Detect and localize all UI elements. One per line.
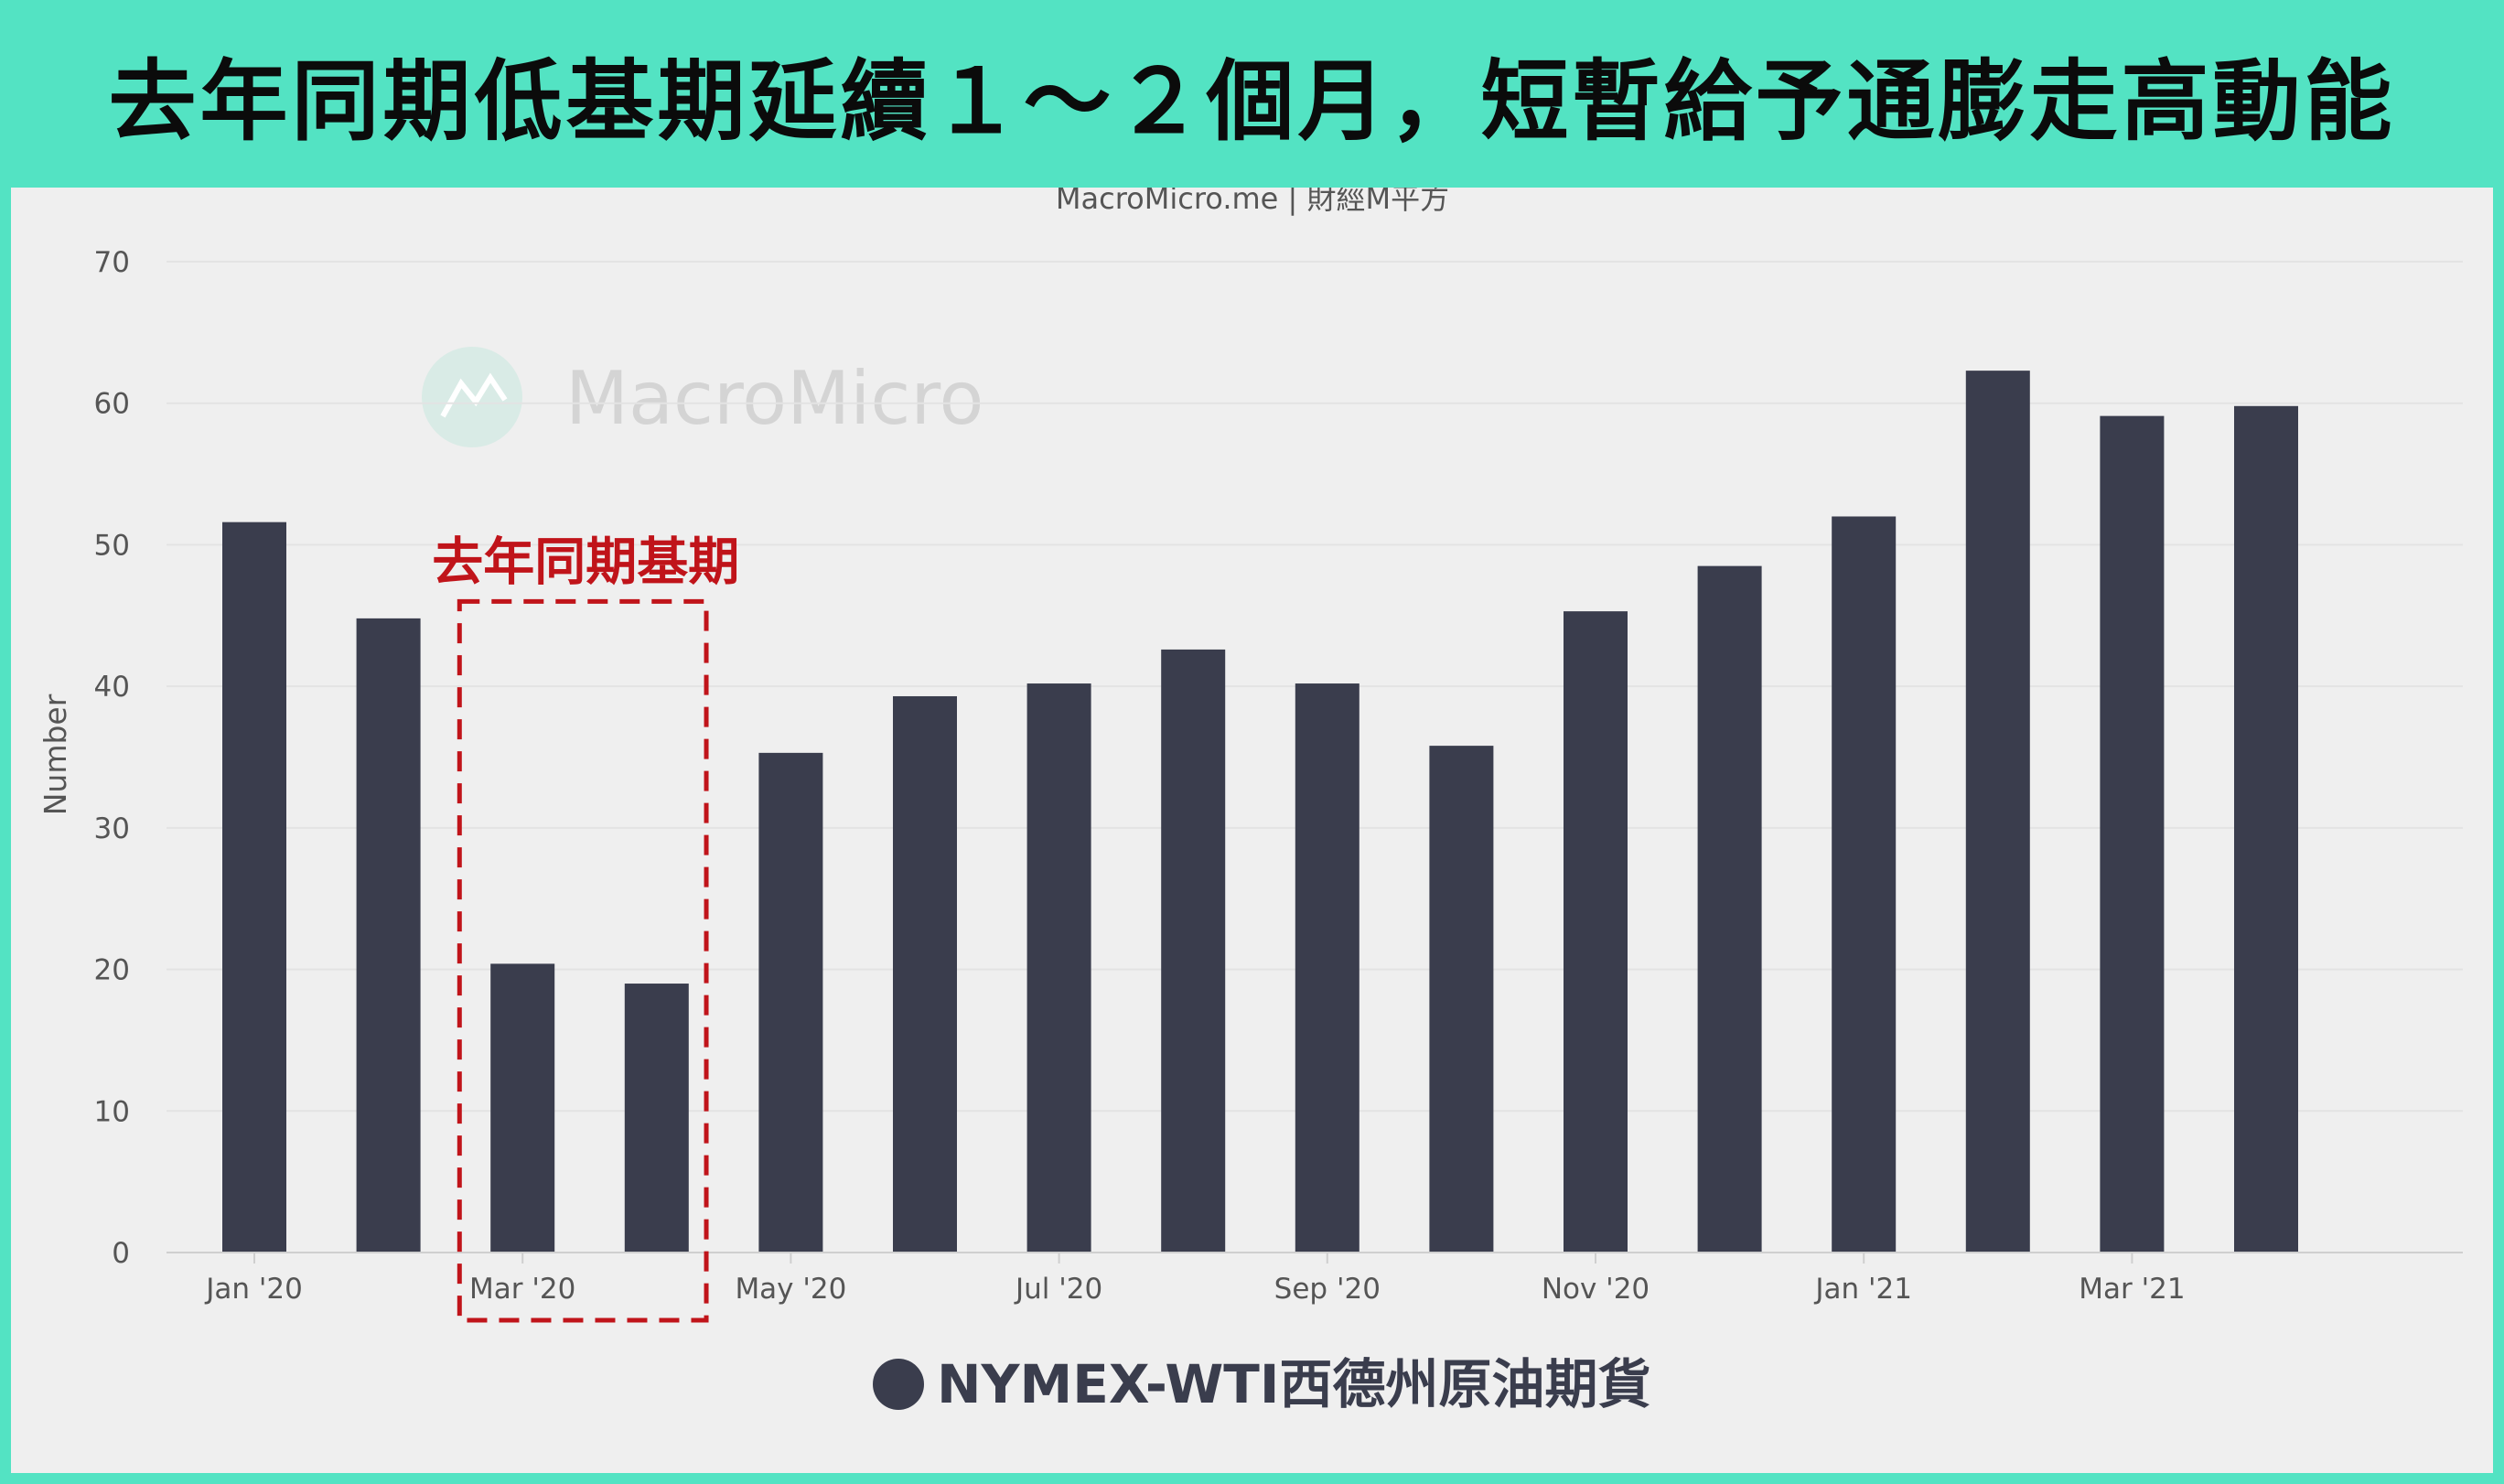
x-tick-label: Jan '20 bbox=[204, 1273, 303, 1306]
x-tick-label: Sep '20 bbox=[1274, 1273, 1381, 1306]
bar[interactable] bbox=[624, 984, 689, 1253]
source-label: MacroMicro.me | 財經M平方 bbox=[1056, 188, 1449, 216]
watermark-text: MacroMicro bbox=[565, 356, 983, 441]
legend-marker-icon bbox=[873, 1359, 924, 1410]
bar[interactable] bbox=[2234, 405, 2298, 1253]
annotations: 去年同期基期 bbox=[432, 532, 739, 1323]
bar[interactable] bbox=[222, 522, 286, 1253]
y-tick-label: 30 bbox=[94, 812, 130, 845]
highlight-box bbox=[457, 598, 709, 1323]
annotation-label: 去年同期基期 bbox=[432, 532, 739, 592]
x-tick-label: Mar '20 bbox=[469, 1273, 575, 1306]
legend-label[interactable]: NYMEX-WTI西德州原油期貨 bbox=[937, 1353, 1650, 1415]
legend[interactable]: NYMEX-WTI西德州原油期貨 bbox=[873, 1353, 1650, 1415]
x-tick-label: Jan '21 bbox=[1813, 1273, 1912, 1306]
y-axis: 0 10 20 30 40 50 60 70 bbox=[94, 246, 130, 1270]
x-tick-label: May '20 bbox=[735, 1273, 846, 1306]
y-tick-label: 70 bbox=[94, 246, 130, 279]
y-tick-label: 50 bbox=[94, 529, 130, 562]
bar[interactable] bbox=[1564, 611, 1628, 1253]
bar[interactable] bbox=[490, 963, 555, 1253]
watermark: MacroMicro bbox=[422, 347, 983, 447]
headline: 去年同期低基期延續１～２個月，短暫給予通膨走高動能 bbox=[108, 50, 2396, 153]
bar[interactable] bbox=[356, 618, 421, 1253]
bar[interactable] bbox=[1832, 516, 1897, 1253]
bar[interactable] bbox=[1026, 683, 1091, 1253]
x-tick-label: Mar '21 bbox=[2079, 1273, 2185, 1306]
bar[interactable] bbox=[1161, 649, 1226, 1253]
y-tick-label: 0 bbox=[112, 1237, 130, 1270]
bar-chart: MacroMicro MacroMicro.me | 財經M平方 0 10 20 30… bbox=[38, 188, 2463, 1415]
chart-panel: MacroMicro MacroMicro.me | 財經M平方 0 10 20 30… bbox=[11, 188, 2493, 1473]
y-tick-label: 10 bbox=[94, 1095, 130, 1128]
x-axis: Jan '20 Mar '20 May '20 Jul '20 Sep '20 Nov '… bbox=[204, 1253, 2186, 1306]
watermark-logo-line-icon bbox=[440, 372, 508, 418]
bar[interactable] bbox=[758, 752, 823, 1253]
x-tick-label: Jul '20 bbox=[1014, 1273, 1102, 1306]
bar[interactable] bbox=[2100, 415, 2165, 1253]
x-tick-label: Nov '20 bbox=[1542, 1273, 1650, 1306]
bar[interactable] bbox=[893, 695, 957, 1253]
bar[interactable] bbox=[1295, 683, 1359, 1253]
bar[interactable] bbox=[1429, 746, 1494, 1253]
y-tick-label: 20 bbox=[94, 954, 130, 987]
y-axis-title: Number bbox=[38, 694, 73, 815]
bar[interactable] bbox=[1965, 371, 2030, 1253]
y-tick-label: 40 bbox=[94, 671, 130, 704]
y-tick-label: 60 bbox=[94, 388, 130, 421]
bar[interactable] bbox=[1697, 565, 1762, 1253]
bars bbox=[222, 371, 2298, 1253]
